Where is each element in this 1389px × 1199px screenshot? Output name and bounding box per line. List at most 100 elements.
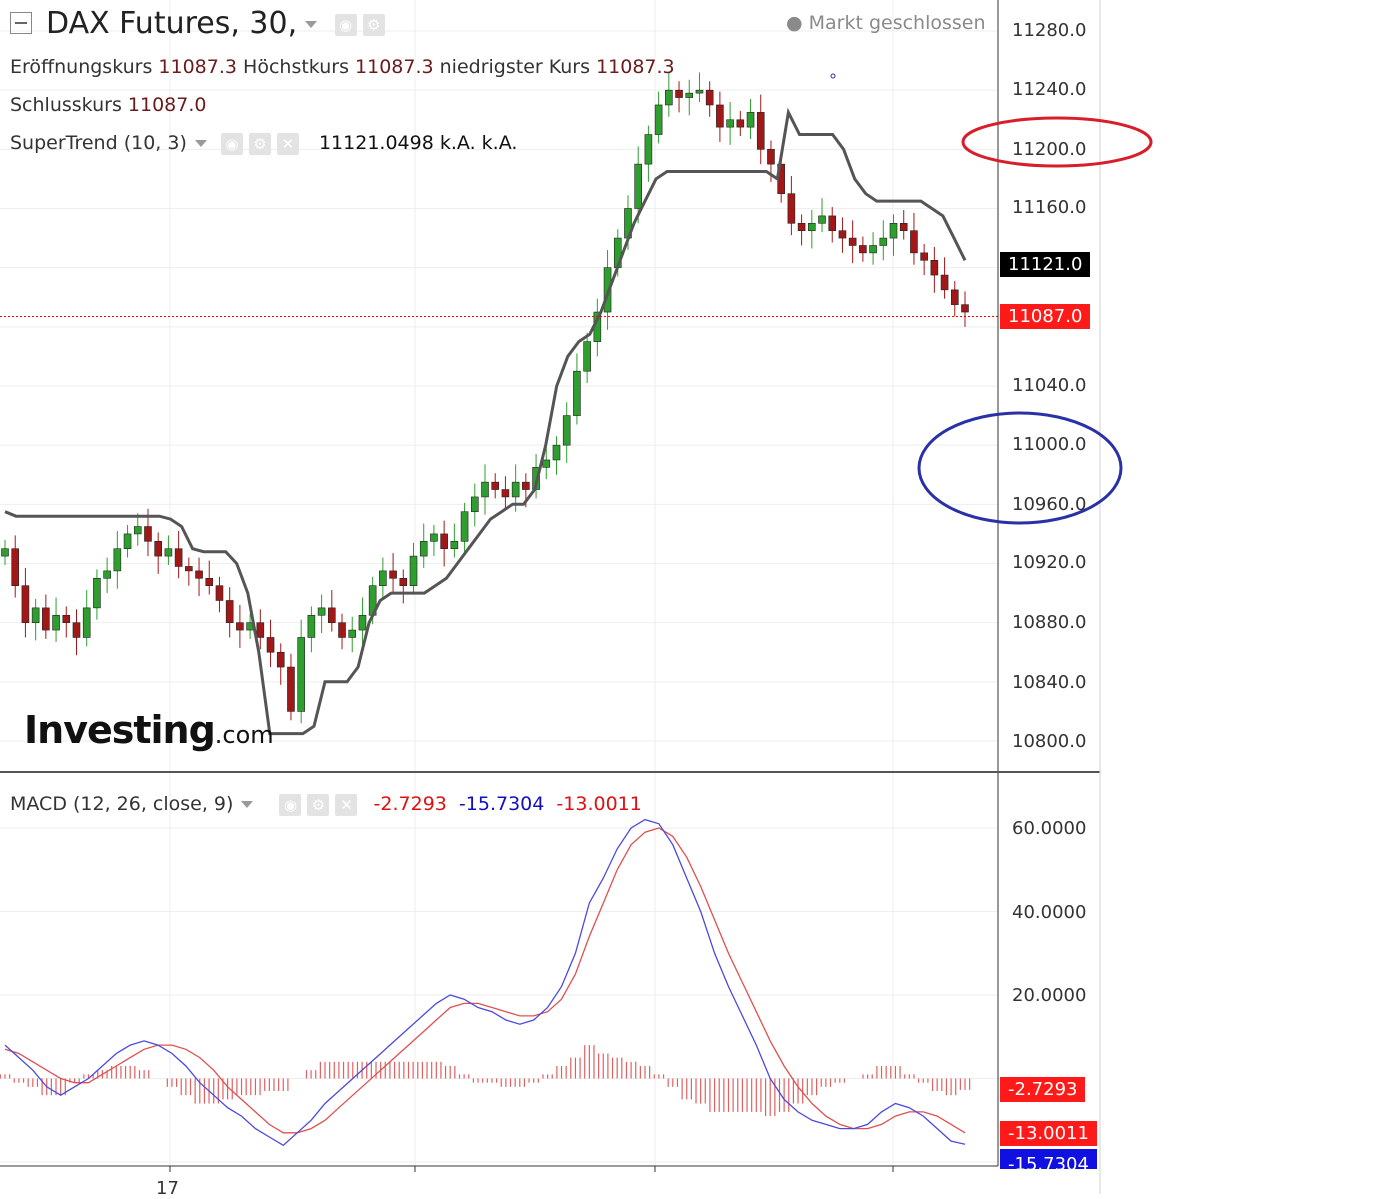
candle-body bbox=[52, 614, 60, 631]
macd-tick: 20.0000 bbox=[1012, 985, 1087, 1006]
price-tick: 10880.0 bbox=[1012, 612, 1087, 633]
candle-body bbox=[256, 622, 265, 638]
blue-annotation-ellipse bbox=[917, 411, 1123, 525]
candle-body bbox=[859, 245, 867, 254]
candle-body bbox=[358, 614, 367, 631]
price-tick: 11240.0 bbox=[1012, 79, 1087, 100]
time-tick: 17 bbox=[156, 1178, 179, 1199]
candle-body bbox=[562, 415, 571, 446]
red-annotation-ellipse bbox=[961, 116, 1153, 168]
candle-body bbox=[215, 585, 224, 601]
candle-body bbox=[634, 163, 642, 209]
candle-body bbox=[133, 526, 142, 535]
candle-body bbox=[481, 481, 489, 498]
close-icon[interactable]: ✕ bbox=[276, 132, 299, 155]
low-value: 11087.3 bbox=[596, 56, 675, 78]
candle-body bbox=[910, 230, 918, 254]
candle-body bbox=[236, 622, 244, 631]
last-price-tag: 11087.0 bbox=[1000, 304, 1091, 329]
candle-body bbox=[338, 622, 346, 638]
macd-signal-line bbox=[4, 827, 966, 1134]
candle-body bbox=[307, 614, 316, 638]
candle-body bbox=[440, 533, 448, 550]
macd-tick: 60.0000 bbox=[1012, 818, 1087, 839]
supertrend-value: 11121.0498 bbox=[318, 132, 434, 154]
candle-body bbox=[470, 496, 479, 513]
candle-body bbox=[838, 230, 847, 239]
candle-body bbox=[552, 444, 561, 461]
chevron-down-icon[interactable] bbox=[305, 21, 318, 28]
macd-hist-tag: -2.7293 bbox=[1000, 1077, 1086, 1102]
candle-body bbox=[583, 341, 591, 372]
supertrend-legend[interactable]: SuperTrend (10, 3) ◉ ⚙ ✕ 11121.0498 k.A. k… bbox=[10, 132, 517, 155]
candle-body bbox=[522, 481, 530, 490]
candle-body bbox=[225, 600, 234, 623]
macd-legend[interactable]: MACD (12, 26, close, 9) ◉ ⚙ ✕ -2.7293 -15.… bbox=[10, 793, 642, 816]
candle-body bbox=[11, 548, 20, 586]
candle-body bbox=[879, 237, 888, 246]
investing-logo: Investing.com bbox=[24, 708, 274, 752]
price-tick: 10840.0 bbox=[1012, 672, 1087, 693]
candle-body bbox=[266, 637, 275, 653]
candle-body bbox=[542, 459, 551, 468]
candle-body bbox=[379, 570, 387, 586]
candle-body bbox=[72, 622, 81, 638]
eye-icon[interactable]: ◉ bbox=[334, 13, 357, 36]
candle-body bbox=[399, 577, 408, 586]
candle-body bbox=[123, 533, 132, 550]
close-label: Schlusskurs bbox=[10, 94, 122, 116]
low-label: niedrigster Kurs bbox=[439, 56, 591, 78]
chevron-down-icon[interactable] bbox=[194, 140, 207, 147]
candle-body bbox=[491, 481, 500, 490]
candle-body bbox=[82, 607, 91, 638]
candle-body bbox=[920, 252, 928, 261]
candle-body bbox=[93, 577, 101, 609]
candle-body bbox=[409, 555, 418, 586]
eye-icon[interactable]: ◉ bbox=[220, 132, 243, 155]
macd-label[interactable]: MACD (12, 26, close, 9) bbox=[10, 793, 234, 815]
gear-icon[interactable]: ⚙ bbox=[362, 13, 385, 36]
gear-icon[interactable]: ⚙ bbox=[248, 132, 271, 155]
candle-body bbox=[654, 104, 663, 135]
chart-title: DAX Futures, 30, ◉ ⚙ bbox=[46, 6, 391, 41]
close-row: Schlusskurs 11087.0 bbox=[10, 94, 206, 116]
candle-body bbox=[573, 370, 581, 416]
collapse-icon[interactable] bbox=[10, 12, 32, 34]
high-value: 11087.3 bbox=[355, 56, 434, 78]
candle-body bbox=[317, 607, 326, 616]
macd-signal-value: -13.0011 bbox=[556, 793, 642, 815]
candle-body bbox=[716, 104, 724, 128]
candle-body bbox=[695, 89, 704, 94]
gear-icon[interactable]: ⚙ bbox=[307, 793, 330, 816]
candle-body bbox=[205, 577, 214, 586]
market-status: ● Markt geschlossen bbox=[786, 12, 986, 34]
logo-main: Investing bbox=[24, 708, 216, 752]
candle-body bbox=[961, 304, 969, 313]
symbol-title[interactable]: DAX Futures, 30, bbox=[46, 6, 298, 41]
candle-body bbox=[889, 222, 898, 239]
candle-body bbox=[164, 548, 173, 557]
candle-body bbox=[644, 134, 653, 165]
macd-hist-value: -2.7293 bbox=[373, 793, 447, 815]
price-tick: 11000.0 bbox=[1012, 434, 1087, 455]
candle-body bbox=[297, 637, 305, 712]
macd-line-tag: -15.7304 bbox=[1000, 1149, 1097, 1169]
price-tick: 10960.0 bbox=[1012, 494, 1087, 515]
price-tick: 11040.0 bbox=[1012, 375, 1087, 396]
candle-body bbox=[501, 489, 510, 498]
candle-body bbox=[808, 222, 816, 231]
candle-body bbox=[430, 533, 438, 542]
close-icon[interactable]: ✕ bbox=[335, 793, 358, 816]
candle-body bbox=[787, 193, 796, 224]
drawing-marker[interactable] bbox=[830, 73, 836, 79]
eye-icon[interactable]: ◉ bbox=[279, 793, 302, 816]
candle-body bbox=[348, 629, 357, 638]
candle-body bbox=[685, 92, 694, 98]
chevron-down-icon[interactable] bbox=[241, 801, 254, 808]
price-tick: 11280.0 bbox=[1012, 20, 1087, 41]
candle-body bbox=[287, 666, 295, 712]
candle-body bbox=[899, 222, 908, 231]
supertrend-na-2: k.A. bbox=[481, 132, 518, 154]
supertrend-label[interactable]: SuperTrend (10, 3) bbox=[10, 132, 187, 154]
